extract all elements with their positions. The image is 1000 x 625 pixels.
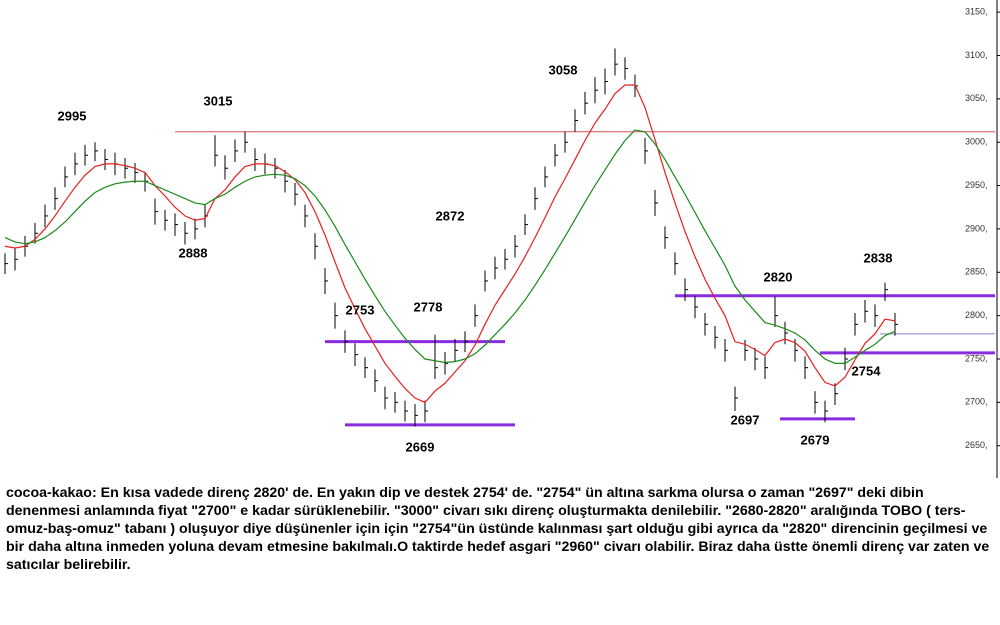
y-tick-label: 2800, — [965, 310, 988, 320]
annotation: 2679 — [801, 432, 830, 447]
annotation: 2820 — [764, 269, 793, 284]
y-tick-label: 3100, — [965, 50, 988, 60]
y-tick-label: 2900, — [965, 223, 988, 233]
y-tick-label: 3050, — [965, 93, 988, 103]
y-tick-label: 3000, — [965, 137, 988, 147]
y-tick-label: 3150, — [965, 7, 988, 17]
moving-average — [4, 129, 896, 364]
y-tick-label: 2650, — [965, 440, 988, 450]
y-tick-label: 2950, — [965, 180, 988, 190]
y-tick-label: 2700, — [965, 397, 988, 407]
annotation: 2872 — [436, 208, 465, 223]
annotation: 2669 — [406, 439, 435, 454]
moving-average — [4, 84, 896, 404]
annotation: 2697 — [731, 412, 760, 427]
y-tick-label: 2750, — [965, 353, 988, 363]
annotation: 2753 — [346, 302, 375, 317]
commentary: cocoa-kakao: En kısa vadede direnç 2820'… — [6, 485, 990, 573]
annotation: 2838 — [864, 250, 893, 265]
chart: 2650, 2700, 2750, 2800, 2850, 2900, 2950, 3000,… — [4, 0, 1000, 478]
annotation: 2995 — [58, 108, 87, 123]
annotation: 2778 — [414, 299, 443, 314]
y-tick-label: 2850, — [965, 267, 988, 277]
annotation: 2888 — [179, 245, 208, 260]
annotation: 3058 — [549, 62, 578, 77]
annotation: 2754 — [852, 363, 882, 378]
annotation: 3015 — [204, 93, 233, 108]
